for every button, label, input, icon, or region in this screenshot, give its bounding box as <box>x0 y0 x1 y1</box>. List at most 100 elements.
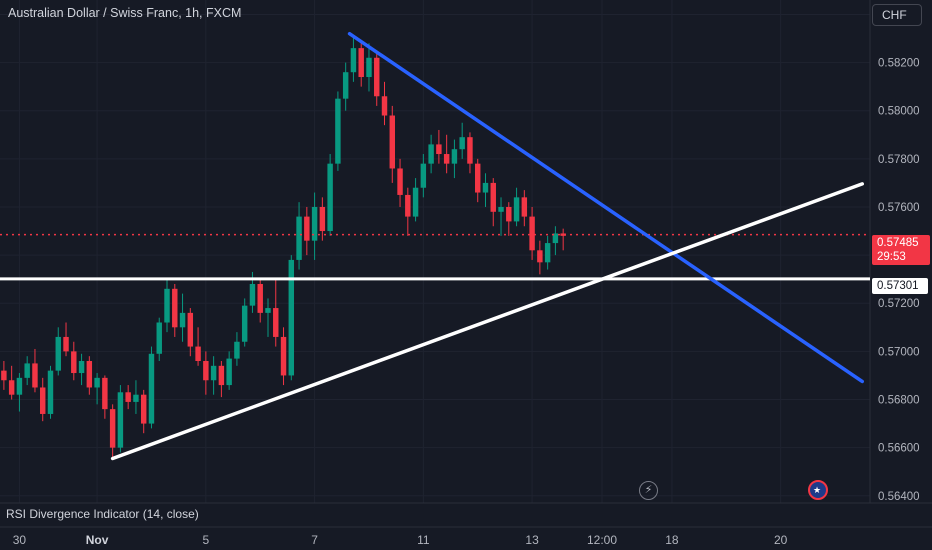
candle-body <box>280 336 287 376</box>
candle-body <box>102 377 108 410</box>
currency-button[interactable]: CHF <box>872 4 922 26</box>
candle-body <box>47 370 54 414</box>
candle-body <box>156 322 162 354</box>
chart-title: Australian Dollar / Swiss Franc, 1h, FXC… <box>8 6 242 20</box>
candle-body <box>203 361 209 381</box>
last-price-value: 0.57485 <box>877 237 919 249</box>
price-tick-label: 0.56400 <box>878 491 920 503</box>
candle-body <box>436 144 442 155</box>
candle-body <box>288 259 295 376</box>
candle-body <box>428 144 434 164</box>
price-tick-label: 0.58200 <box>878 58 920 70</box>
candle-body <box>179 312 186 328</box>
candle-body <box>319 206 326 232</box>
candle-body <box>195 346 201 362</box>
candle-body <box>304 216 310 241</box>
candle-body <box>560 233 566 236</box>
candle-body <box>389 115 395 169</box>
candle-body <box>366 57 372 78</box>
candle-body <box>16 377 23 395</box>
candle-body <box>63 336 69 352</box>
lightning-icon[interactable]: ⚡ <box>639 481 658 500</box>
candles <box>1 36 566 458</box>
bar-countdown: 29:53 <box>877 251 906 263</box>
candle-body <box>350 48 357 73</box>
time-tick-label: 12:00 <box>586 533 618 547</box>
ascending-trendline <box>110 182 864 461</box>
candle-body <box>521 197 528 217</box>
time-tick-label: 13 <box>525 533 539 547</box>
candle-body <box>78 361 85 374</box>
candle-body <box>210 365 217 381</box>
candle-body <box>1 370 7 381</box>
candle-body <box>140 394 147 424</box>
candle-body <box>148 353 155 424</box>
candle-body <box>544 243 551 263</box>
time-tick-label: 30 <box>12 533 27 547</box>
candle-body <box>86 361 93 388</box>
price-tick-label: 0.56800 <box>878 395 920 407</box>
candle-body <box>172 288 178 328</box>
candle-body <box>490 182 496 212</box>
candle-body <box>265 308 271 313</box>
candle-body <box>459 137 465 150</box>
candle-body <box>552 233 559 244</box>
level-price-tag: 0.57301 <box>872 278 928 294</box>
time-tick-label: 5 <box>202 533 210 547</box>
candle-body <box>94 377 100 388</box>
candle-body <box>342 72 349 99</box>
candle-body <box>234 341 240 359</box>
candle-body <box>125 392 131 402</box>
candle-body <box>296 216 302 260</box>
candle-body <box>218 365 225 386</box>
candle-body <box>71 351 77 374</box>
candle-body <box>443 154 450 164</box>
time-tick-label: 20 <box>773 533 788 547</box>
candle-body <box>537 250 543 263</box>
price-tick-label: 0.57600 <box>878 202 920 214</box>
candle-body <box>374 57 380 97</box>
candle-body <box>506 206 512 222</box>
candle-body <box>311 206 318 241</box>
candle-body <box>249 283 256 306</box>
candle-body <box>8 380 15 395</box>
price-tick-label: 0.57200 <box>878 298 920 310</box>
price-tick-label: 0.57800 <box>878 154 920 166</box>
candle-body <box>187 312 194 347</box>
candle-body <box>397 168 403 195</box>
candle-body <box>241 305 248 342</box>
candle-body <box>257 283 263 313</box>
indicator-label[interactable]: RSI Divergence Indicator (14, close) <box>6 507 199 521</box>
candle-body <box>498 206 504 212</box>
candle-body <box>405 194 411 217</box>
candle-body <box>529 216 535 251</box>
candle-body <box>335 98 341 164</box>
candle-body <box>133 394 139 402</box>
candle-body <box>273 308 279 337</box>
time-tick-label: 11 <box>417 533 430 547</box>
descending-trendline <box>347 31 864 384</box>
candle-body <box>40 387 46 414</box>
time-tick-label: 7 <box>311 533 318 547</box>
price-tick-label: 0.58000 <box>878 106 920 118</box>
overlays <box>0 31 870 461</box>
last-price-tag: 0.57485 29:53 <box>872 235 930 265</box>
candle-body <box>381 96 388 116</box>
candle-body <box>467 137 473 164</box>
australia-flag-icon[interactable]: ★ <box>808 480 828 500</box>
candle-body <box>482 182 489 193</box>
grid-lines <box>0 0 870 503</box>
candle-body <box>358 48 364 78</box>
candle-body <box>226 358 232 386</box>
time-tick-label: 18 <box>665 533 679 547</box>
candle-body <box>451 149 458 164</box>
candle-body <box>55 336 61 371</box>
candle-body <box>109 409 116 448</box>
candle-body <box>412 187 419 217</box>
candle-body <box>513 197 520 222</box>
price-tick-label: 0.56600 <box>878 443 920 455</box>
candle-body <box>24 363 30 378</box>
candle-body <box>117 392 124 448</box>
candle-body <box>420 163 427 188</box>
